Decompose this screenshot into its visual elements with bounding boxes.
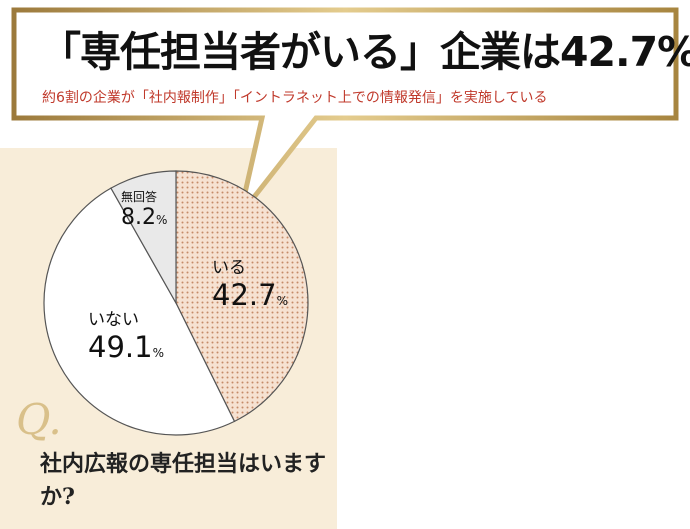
question-mark: Q.	[16, 395, 62, 444]
headline: 「専任担当者がいる」企業は42.7%	[40, 28, 690, 76]
slice-mukaito	[110, 170, 177, 306]
slice-label-iru: いる 42.7%	[212, 253, 288, 312]
slice-name-iru: いる	[212, 258, 246, 278]
slice-value-inai: 49.1	[88, 330, 153, 364]
slice-name-mukaito: 無回答	[121, 190, 158, 204]
question-text: 社内広報の専任担当はいますか?	[40, 451, 327, 510]
slice-value-iru: 42.7	[212, 278, 277, 312]
slice-unit-inai: %	[152, 346, 164, 360]
subheadline: 約6割の企業が「社内報制作」「イントラネット上での情報発信」を実施している	[42, 90, 548, 106]
callout-box	[11, 7, 679, 217]
slice-name-inai: いない	[88, 310, 139, 330]
slice-iru	[175, 170, 309, 423]
slice-inai	[43, 187, 236, 436]
callout-outline	[11, 7, 679, 217]
slice-label-mukaito: 無回答 8.2%	[121, 188, 167, 230]
slice-label-inai: いない 49.1%	[88, 305, 164, 364]
slice-value-mukaito: 8.2	[121, 205, 156, 230]
slice-unit-iru: %	[276, 294, 288, 308]
slice-unit-mukaito: %	[156, 213, 168, 227]
